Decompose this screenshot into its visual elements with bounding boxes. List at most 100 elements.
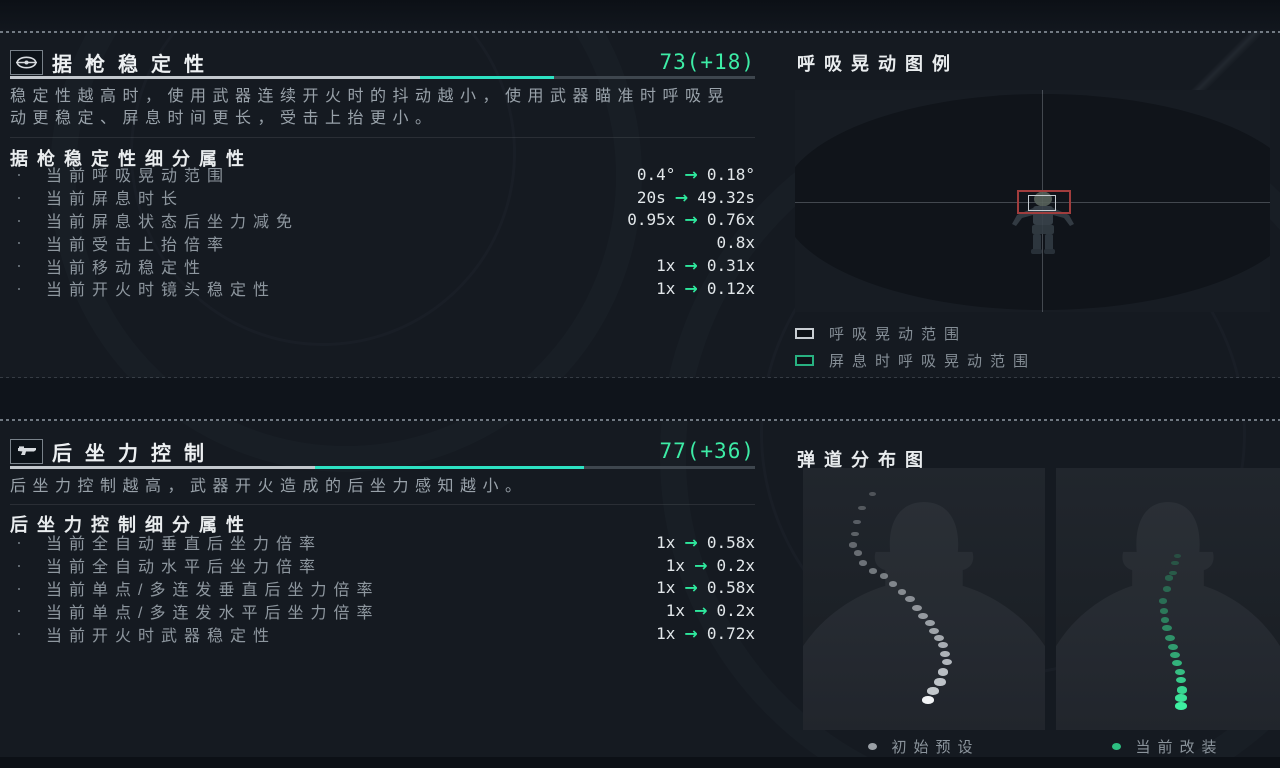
- attribute-row: · 当前开火时镜头稳定性 1x → 0.12x: [10, 277, 755, 300]
- arrow-right-icon: →: [674, 187, 689, 207]
- ballistics-title: 弹道分布图: [797, 450, 932, 470]
- scope-eye-icon: [10, 49, 43, 75]
- breathing-legend-title: 呼吸晃动图例: [797, 54, 959, 74]
- attribute-label: 当前受击上抬倍率: [46, 236, 231, 254]
- bullet-icon: ·: [16, 163, 22, 184]
- arrow-right-icon: →: [684, 210, 698, 230]
- bar-bonus-segment: [315, 466, 584, 469]
- attribute-row: · 当前受击上抬倍率 0.8x: [10, 231, 755, 254]
- bullet-impact-dot: [912, 604, 922, 612]
- separator-mid-thin: [0, 377, 1280, 378]
- ballistics-legend-original: 初始预设: [803, 737, 1045, 756]
- legend-swatch: [795, 355, 814, 366]
- attribute-row: · 当前屏息时长 20s → 49.32s: [10, 186, 755, 209]
- attribute-label: 当前单点/多连发垂直后坐力倍率: [46, 582, 380, 599]
- breathing-legend-item: 屏息时呼吸晃动范围: [795, 347, 1270, 374]
- bullet-impact-dot: [858, 505, 866, 511]
- bullet-impact-dot: [858, 560, 868, 566]
- bullet-impact-dot: [937, 641, 949, 649]
- value-before: 0.95x: [627, 210, 676, 230]
- bullet-icon: ·: [16, 623, 22, 644]
- bullet-impact-dot: [1162, 625, 1172, 631]
- attribute-row: · 当前全自动水平后坐力倍率 1x → 0.2x: [10, 554, 755, 577]
- bullet-icon: ·: [16, 186, 22, 207]
- bullet-icon: ·: [16, 209, 22, 230]
- arrow-right-icon: →: [684, 164, 698, 184]
- attribute-values: 1x → 0.72x: [656, 624, 755, 643]
- stability-title: 据枪稳定性: [52, 53, 217, 76]
- attribute-label: 当前单点/多连发水平后坐力倍率: [46, 604, 380, 622]
- bar-bonus-segment: [419, 76, 554, 79]
- value-before: 1x: [656, 624, 676, 644]
- legend-swatch: [795, 328, 814, 339]
- ballistics-panel-modified: [1056, 468, 1280, 730]
- attribute-values: 1x → 0.31x: [656, 256, 755, 275]
- attribute-label-group: · 当前全自动水平后坐力倍率: [10, 553, 322, 577]
- recoil-description: 后坐力控制越高，武器开火造成的后坐力感知越小。: [10, 478, 528, 495]
- bullet-impact-dot: [933, 634, 945, 642]
- bullet-impact-dot: [851, 531, 859, 537]
- bullet-icon: ·: [16, 554, 22, 575]
- attribute-label-group: · 当前开火时武器稳定性: [10, 622, 276, 646]
- attribute-row: · 当前呼吸晃动范围 0.4° → 0.18°: [10, 163, 755, 186]
- value-after: 0.58x: [706, 532, 755, 552]
- top-strip: [0, 0, 1280, 31]
- legend-label: 屏息时呼吸晃动范围: [829, 353, 1037, 370]
- value-before: 1x: [665, 555, 686, 575]
- legend-dot: [1112, 742, 1122, 750]
- bullet-impact-dot: [937, 668, 949, 676]
- arrow-right-icon: →: [684, 624, 698, 644]
- stability-description: 稳定性越高时，使用武器连续开火时的抖动越小，使用武器瞄准时呼吸晃动更稳定、屏息时…: [10, 88, 731, 127]
- bullet-icon: ·: [16, 232, 22, 253]
- target-bust-silhouette: [1056, 502, 1280, 730]
- bullet-impact-dot: [905, 596, 915, 602]
- value-after: 49.32s: [697, 187, 755, 207]
- attribute-values: 1x → 0.58x: [656, 533, 755, 552]
- bullet-impact-dot: [927, 687, 939, 695]
- attribute-label: 当前屏息时长: [46, 191, 185, 209]
- attribute-values: 1x → 0.58x: [656, 578, 755, 597]
- bullet-impact-dot: [941, 658, 953, 666]
- bullet-impact-dot: [922, 696, 934, 704]
- ballistics-legend-modified: 当前改装: [1056, 737, 1280, 756]
- attribute-label: 当前开火时镜头稳定性: [46, 282, 277, 300]
- stability-panel: 据枪稳定性 73(+18) 稳定性越高时，使用武器连续开火时的抖动越小，使用武器…: [10, 33, 755, 377]
- bullet-impact-dot: [1171, 659, 1183, 667]
- attribute-values: 1x → 0.2x: [666, 601, 755, 620]
- bullet-impact-dot: [879, 573, 889, 579]
- value-after: 0.31x: [706, 256, 755, 276]
- attribute-row: · 当前单点/多连发水平后坐力倍率 1x → 0.2x: [10, 599, 755, 622]
- bullet-impact-dot: [853, 519, 861, 525]
- attribute-label-group: · 当前屏息时长: [10, 185, 184, 209]
- bullet-impact-dot: [854, 550, 862, 556]
- attribute-values: 0.8x: [716, 233, 755, 252]
- sway-range-ellipse: [795, 94, 1270, 310]
- bullet-icon: ·: [16, 577, 22, 598]
- value-after: 0.18°: [706, 164, 755, 184]
- recoil-title: 后坐力控制: [52, 442, 217, 465]
- recoil-header: 后坐力控制 77(+36): [10, 437, 755, 465]
- bar-base-segment: [10, 466, 316, 469]
- bullet-impact-dot: [1175, 676, 1187, 684]
- hit-sway-frame: [1017, 190, 1071, 214]
- attribute-label-group: · 当前单点/多连发垂直后坐力倍率: [10, 576, 379, 600]
- breathing-legend: 呼吸晃动范围屏息时呼吸晃动范围受击时呼吸晃动范围: [795, 320, 1270, 377]
- attribute-row: · 当前屏息状态后坐力减免 0.95x → 0.76x: [10, 209, 755, 232]
- bullet-impact-dot: [1159, 608, 1169, 614]
- arrow-right-icon: →: [684, 256, 698, 276]
- attribute-label: 当前全自动水平后坐力倍率: [46, 559, 323, 577]
- value-after: 0.2x: [716, 601, 755, 621]
- value-after: 0.72x: [706, 624, 755, 644]
- bottom-strip: [0, 757, 1280, 768]
- separator-top: [0, 31, 1280, 33]
- bullet-impact-dot: [888, 581, 898, 587]
- stability-value: 73(+18): [659, 50, 755, 74]
- bullet-impact-dot: [939, 650, 951, 658]
- value-before: 1x: [656, 532, 676, 552]
- bullet-icon: ·: [16, 600, 22, 621]
- bullet-impact-dot: [1175, 694, 1187, 702]
- attribute-label-group: · 当前呼吸晃动范围: [10, 162, 230, 186]
- bullet-impact-dot: [1173, 553, 1181, 559]
- attribute-values: 1x → 0.12x: [656, 279, 755, 298]
